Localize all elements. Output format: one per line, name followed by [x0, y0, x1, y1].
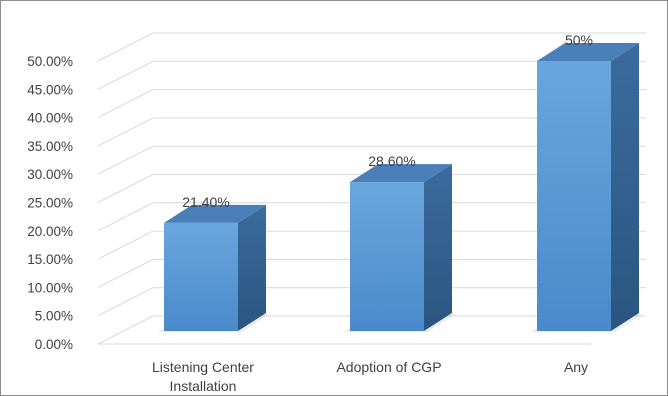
y-tick-label: 40.00% — [27, 111, 73, 126]
gridline — [97, 202, 646, 232]
bar-top — [164, 204, 266, 223]
gridline — [97, 89, 646, 119]
gridlines — [97, 32, 646, 345]
gridline — [97, 117, 646, 147]
gridline — [97, 32, 646, 62]
bar — [350, 182, 424, 331]
data-labels: 21.40% 28.60% 50% — [182, 32, 593, 210]
bar — [164, 222, 238, 331]
y-tick-label: 30.00% — [27, 167, 73, 182]
y-tick-label: 5.00% — [35, 309, 73, 324]
y-tick-label: 35.00% — [27, 139, 73, 154]
gridline — [97, 230, 646, 260]
category-label: Any — [564, 359, 588, 375]
bar-side — [238, 204, 266, 331]
category-label: Installation — [170, 378, 237, 394]
category-labels: Listening Center Installation Adoption of … — [152, 359, 588, 394]
bar — [537, 61, 611, 331]
y-tick-label: 0.00% — [35, 337, 73, 352]
y-tick-label: 25.00% — [27, 196, 73, 211]
y-tick-label: 15.00% — [27, 252, 73, 267]
gridline — [97, 315, 646, 345]
gridline — [97, 287, 646, 317]
bar-side — [611, 43, 639, 331]
y-tick-label: 45.00% — [27, 82, 73, 97]
data-label: 50% — [565, 32, 593, 48]
category-label: Adoption of CGP — [336, 359, 441, 375]
y-axis-tick-labels: 0.00% 5.00% 10.00% 15.00% 20.00% 25.00% 30.00%… — [27, 54, 73, 352]
bar-top — [537, 43, 639, 61]
category-label: Listening Center — [152, 359, 254, 375]
y-tick-label: 20.00% — [27, 224, 73, 239]
bar-side — [424, 164, 452, 331]
bars — [158, 43, 643, 332]
y-tick-label: 10.00% — [27, 280, 73, 295]
gridline — [97, 258, 646, 288]
y-tick-label: 50.00% — [27, 54, 73, 69]
bar-top — [350, 164, 452, 183]
data-label: 28.60% — [368, 153, 415, 169]
gridline — [97, 174, 646, 203]
data-label: 21.40% — [182, 194, 229, 210]
gridline — [97, 60, 646, 90]
gridline — [97, 145, 646, 175]
